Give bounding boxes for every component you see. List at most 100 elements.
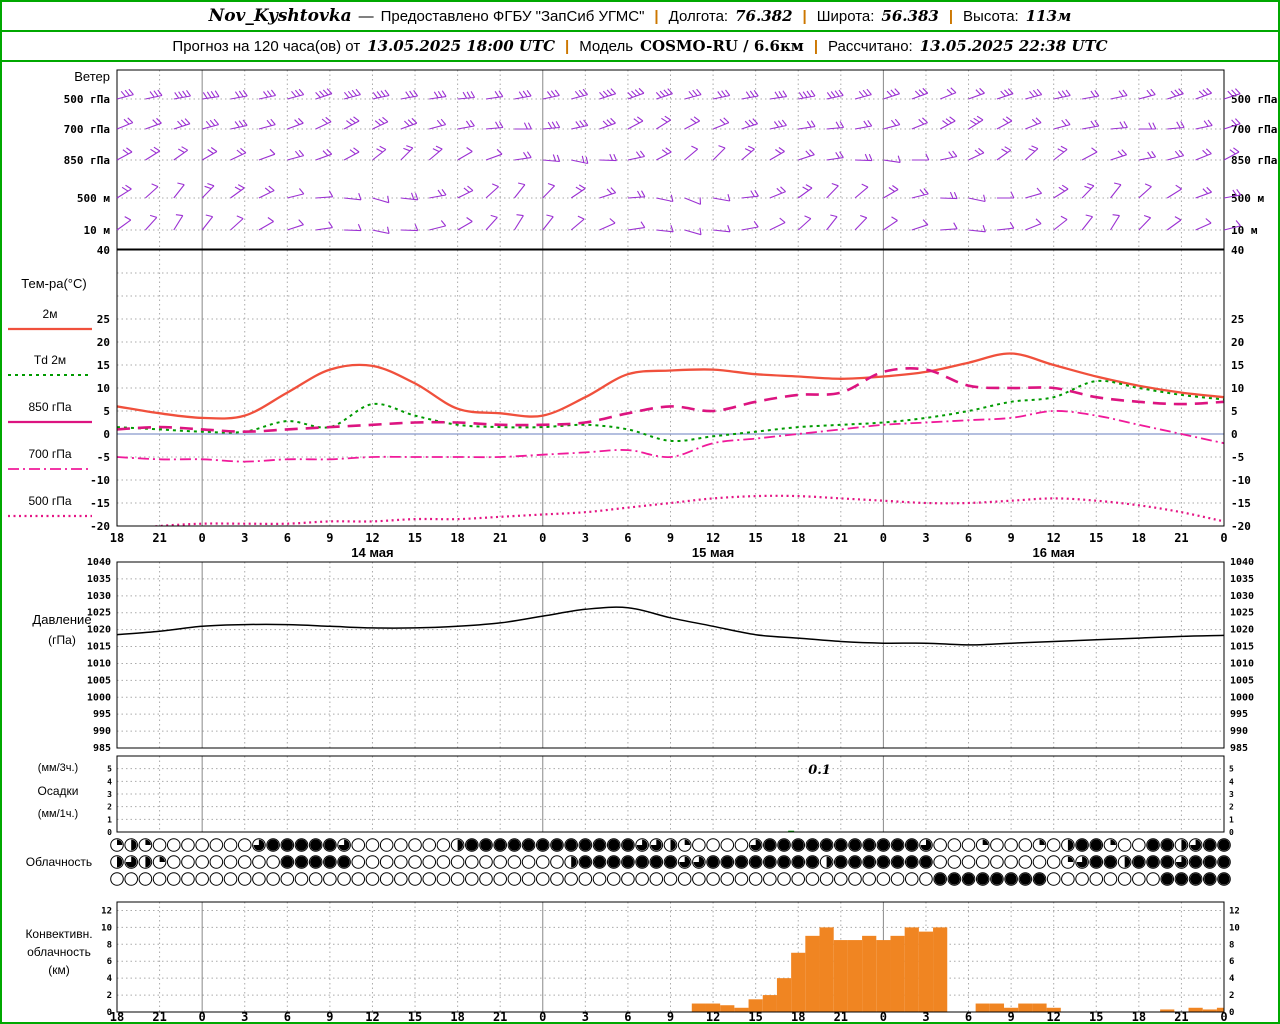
header: Nov_Kyshtovka — Предоставлено ФГБУ "ЗапС…: [2, 2, 1278, 62]
convective-bar: [705, 1003, 721, 1012]
convective-bar: [1188, 1007, 1203, 1012]
svg-text:500 гПа: 500 гПа: [1231, 93, 1277, 106]
precipitation-panel: 5 5 4 4 3 3 2 2 1 1 0 0 (мм/3ч.) Осадки (мм/1ч.) 0.1: [38, 755, 1234, 837]
svg-text:9: 9: [667, 1010, 674, 1024]
calculated-label: Рассчитано:: [828, 37, 913, 55]
convective-bar: [1160, 1009, 1175, 1012]
svg-text:10 м: 10 м: [84, 224, 111, 237]
svg-text:12: 12: [1229, 906, 1240, 916]
svg-text:-5: -5: [1231, 451, 1244, 464]
svg-text:12: 12: [101, 906, 112, 916]
svg-text:Осадки: Осадки: [38, 784, 79, 798]
svg-text:Конвективн.: Конвективн.: [25, 927, 92, 941]
svg-text:10: 10: [1231, 382, 1244, 395]
svg-text:15 мая: 15 мая: [692, 545, 734, 560]
svg-text:4: 4: [107, 777, 112, 786]
svg-text:1015: 1015: [1230, 642, 1254, 653]
svg-text:0: 0: [107, 828, 112, 837]
svg-text:700 гПа: 700 гПа: [64, 123, 110, 136]
svg-text:1040: 1040: [87, 557, 111, 568]
svg-text:6: 6: [965, 531, 972, 545]
svg-text:12: 12: [365, 1010, 379, 1024]
convective-bar: [691, 1003, 706, 1012]
convective-bar: [890, 935, 905, 1012]
svg-text:21: 21: [152, 1010, 166, 1024]
convective-bar: [805, 935, 820, 1012]
calculated-value: 13.05.2025 22:38 UTC: [919, 37, 1108, 55]
svg-text:1000: 1000: [87, 692, 111, 703]
svg-text:500 гПа: 500 гПа: [28, 494, 71, 508]
svg-text:40: 40: [97, 244, 110, 257]
convective-bar: [918, 931, 934, 1012]
svg-text:8: 8: [1229, 940, 1234, 950]
svg-text:990: 990: [93, 726, 111, 737]
forecast-label: Прогноз на 120 часа(ов) от: [172, 37, 361, 55]
header-dash: —: [358, 7, 374, 25]
svg-text:0: 0: [880, 1010, 887, 1024]
svg-text:12: 12: [1046, 1010, 1060, 1024]
time-axis-middle: 18 21 0 3 6 9 12 15 18 21 0 3 6 9 12 15 18 21 0 3 6 9 12 15 18 21…: [110, 531, 1228, 560]
svg-text:(мм/3ч.): (мм/3ч.): [38, 762, 78, 774]
svg-text:2: 2: [107, 991, 112, 1001]
altitude-value: 113м: [1025, 7, 1072, 25]
svg-text:2м: 2м: [43, 307, 58, 321]
svg-text:3: 3: [241, 531, 248, 545]
convective-bar: [847, 940, 863, 1012]
convective-bar: [748, 999, 763, 1012]
svg-text:4: 4: [107, 974, 113, 984]
svg-text:9: 9: [667, 531, 674, 545]
separator-icon: |: [565, 37, 570, 55]
svg-text:6: 6: [284, 1010, 291, 1024]
convective-bar: [933, 927, 948, 1012]
convective-bar: [1018, 1003, 1033, 1012]
svg-text:995: 995: [1230, 709, 1248, 720]
svg-text:18: 18: [110, 1010, 124, 1024]
svg-text:0.1: 0.1: [808, 763, 831, 778]
station-name: Nov_Kyshtovka: [208, 6, 352, 26]
svg-text:6: 6: [624, 1010, 631, 1024]
convective-panel: 12 12 10 10 8 8 6 6 4 4 2 2 0 0 Конвективн. облачность (…: [25, 901, 1240, 1018]
svg-text:3: 3: [582, 531, 589, 545]
temperature-series-t500: [147, 494, 1224, 526]
time-axis-bottom: 18 21 0 3 6 9 12 15 18 21 0 3 6 9 12 15 18 21 0 3 6 9 12 15 18 21…: [110, 1010, 1228, 1024]
convective-bar: [876, 940, 891, 1012]
svg-text:0: 0: [1220, 1010, 1227, 1024]
svg-text:10 м: 10 м: [1231, 224, 1258, 237]
latitude-value: 56.383: [881, 7, 939, 25]
header-row-2: Прогноз на 120 часа(ов) от 13.05.2025 18…: [2, 32, 1278, 62]
wind-panel: Ветер 500 гПа 500 гПа 700 гПа 700 гПа 850 гПа…: [64, 69, 1277, 250]
svg-text:15: 15: [1231, 359, 1244, 372]
svg-text:4: 4: [1229, 974, 1235, 984]
svg-text:1: 1: [1229, 815, 1234, 824]
svg-text:10: 10: [101, 923, 112, 933]
precip-bar: [788, 830, 795, 832]
model-label: Модель: [579, 37, 634, 55]
svg-text:21: 21: [1174, 1010, 1188, 1024]
svg-text:-20: -20: [90, 520, 110, 533]
svg-text:21: 21: [152, 531, 166, 545]
separator-icon: |: [654, 7, 659, 25]
svg-text:12: 12: [706, 1010, 720, 1024]
svg-text:40: 40: [1231, 244, 1244, 257]
svg-text:5: 5: [103, 405, 110, 418]
svg-text:12: 12: [706, 531, 720, 545]
svg-text:985: 985: [93, 743, 111, 754]
svg-text:1005: 1005: [87, 675, 111, 686]
svg-text:15: 15: [408, 531, 422, 545]
convective-bar: [1216, 1007, 1224, 1012]
svg-text:20: 20: [97, 336, 110, 349]
svg-text:25: 25: [1231, 313, 1244, 326]
svg-text:-20: -20: [1231, 520, 1251, 533]
svg-text:6: 6: [284, 531, 291, 545]
svg-text:(мм/1ч.): (мм/1ч.): [38, 808, 78, 820]
svg-text:0: 0: [1229, 828, 1234, 837]
svg-text:-15: -15: [90, 497, 110, 510]
svg-text:10: 10: [97, 382, 110, 395]
svg-text:3: 3: [922, 1010, 929, 1024]
temperature-series-td2m: [117, 379, 1224, 443]
svg-text:Td 2м: Td 2м: [34, 353, 66, 367]
svg-text:21: 21: [834, 531, 848, 545]
convective-bar: [819, 927, 834, 1012]
header-row-1: Nov_Kyshtovka — Предоставлено ФГБУ "ЗапС…: [2, 2, 1278, 32]
wind-barbs: [116, 87, 1242, 236]
